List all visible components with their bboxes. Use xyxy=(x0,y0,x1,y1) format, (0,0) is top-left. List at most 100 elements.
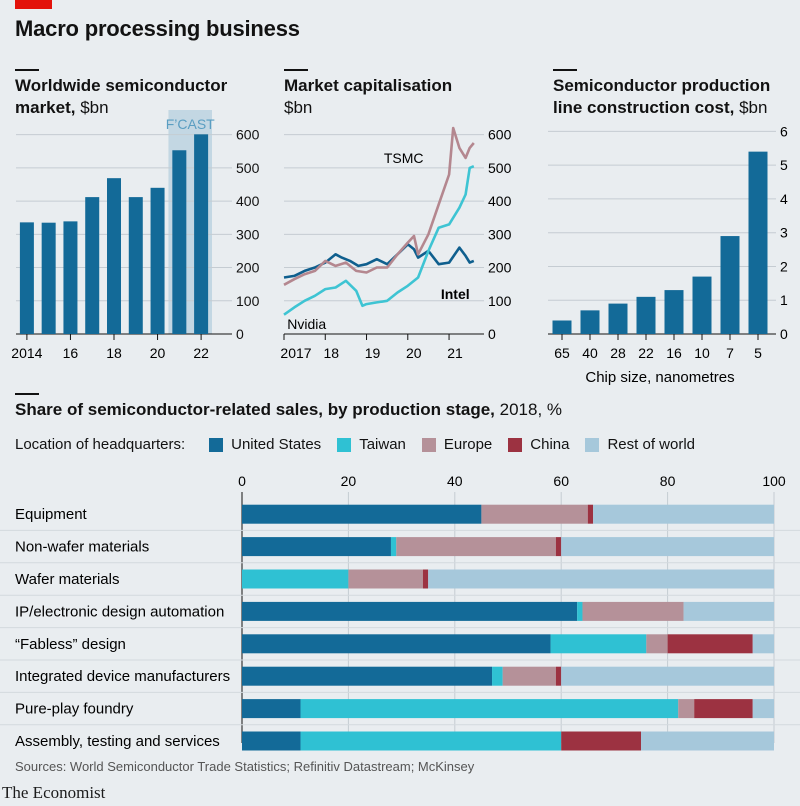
panel3-title: Semiconductor production line constructi… xyxy=(553,76,771,117)
category-label: “Fabless” design xyxy=(15,636,126,653)
y-tick-label: 5 xyxy=(780,157,788,173)
x-tick-label: 18 xyxy=(106,345,122,361)
bar-segment-china xyxy=(667,634,753,654)
y-tick-label: 200 xyxy=(236,260,260,276)
x-tick-label: 22 xyxy=(193,345,209,361)
page-title: Macro processing business xyxy=(15,16,300,41)
bar-segment-rest-of-world xyxy=(683,601,774,621)
y-tick-label: 200 xyxy=(488,260,512,276)
bar-segment-taiwan xyxy=(300,731,562,751)
category-label: Equipment xyxy=(15,506,88,523)
source-note: Sources: World Semiconductor Trade Stati… xyxy=(15,759,475,774)
bar xyxy=(748,151,768,334)
y-tick-label: 1 xyxy=(780,292,788,308)
bar-segment-rest-of-world xyxy=(561,537,774,557)
y-tick-label: 600 xyxy=(236,127,260,143)
y-tick-label: 4 xyxy=(780,191,788,207)
bar-segment-rest-of-world xyxy=(752,634,774,654)
legend-swatch-china xyxy=(508,437,523,452)
x-tick-label: 10 xyxy=(694,345,710,361)
legend-label-rest: Rest of world xyxy=(607,436,696,453)
x-tick-label: 65 xyxy=(554,345,570,361)
x-axis-label: Chip size, nanometres xyxy=(585,369,734,386)
x-tick-label: 20 xyxy=(406,345,422,361)
bar-segment-china xyxy=(422,569,429,589)
series-label-intel: Intel xyxy=(441,286,470,302)
y-tick-label: 6 xyxy=(780,123,788,139)
bar xyxy=(608,303,628,334)
x-tick-label: 2017 xyxy=(280,345,311,361)
bar xyxy=(85,197,100,334)
category-label: Assembly, testing and services xyxy=(15,733,220,750)
legend-item-rest: Rest of world xyxy=(585,436,695,453)
series-line-tsmc xyxy=(283,126,475,286)
bar xyxy=(664,290,684,334)
category-label: Wafer materials xyxy=(15,571,119,588)
bar-segment-europe xyxy=(678,699,695,719)
category-label: Pure-play foundry xyxy=(15,701,134,718)
legend-item-china: China xyxy=(508,436,569,453)
bar-segment-rest-of-world xyxy=(641,731,774,751)
x-tick-label: 100 xyxy=(762,473,786,489)
bar-segment-united-states xyxy=(242,601,578,621)
y-tick-label: 0 xyxy=(488,326,496,342)
bar xyxy=(580,310,600,334)
bar-segment-taiwan xyxy=(577,601,583,621)
bar-segment-china xyxy=(587,504,594,524)
x-tick-label: 80 xyxy=(660,473,676,489)
bar xyxy=(150,187,165,334)
bar-segment-taiwan xyxy=(242,569,349,589)
panel4-title: Share of semiconductor-related sales, by… xyxy=(15,400,563,419)
bar xyxy=(19,222,34,334)
x-tick-label: 21 xyxy=(447,345,463,361)
bar-segment-europe xyxy=(481,504,588,524)
bar-segment-united-states xyxy=(242,504,482,524)
y-tick-label: 2 xyxy=(780,258,788,274)
bar-segment-taiwan xyxy=(390,537,397,557)
bar-segment-united-states xyxy=(242,537,391,557)
panel3-rule xyxy=(553,69,577,71)
bar xyxy=(194,134,209,334)
x-tick-label: 20 xyxy=(341,473,357,489)
panel4-rule xyxy=(15,393,39,395)
bar-segment-china xyxy=(555,537,562,557)
x-tick-label: 16 xyxy=(63,345,79,361)
legend-item-us: United States xyxy=(209,436,321,453)
y-tick-label: 3 xyxy=(780,225,788,241)
x-tick-label: 19 xyxy=(365,345,381,361)
category-label: Non-wafer materials xyxy=(15,539,149,556)
legend-swatch-us xyxy=(209,437,224,452)
bar-segment-europe xyxy=(582,601,684,621)
series-line-nvidia xyxy=(283,164,475,316)
bar xyxy=(552,320,572,334)
bar xyxy=(172,150,187,334)
y-tick-label: 400 xyxy=(236,193,260,209)
x-tick-label: 2014 xyxy=(11,345,42,361)
panel1-title: Worldwide semiconductor market, $bn xyxy=(15,76,228,117)
bar-segment-rest-of-world xyxy=(752,699,774,719)
x-tick-label: 28 xyxy=(610,345,626,361)
bar-segment-rest-of-world xyxy=(428,569,774,589)
economist-logo: The Economist xyxy=(2,783,106,802)
x-tick-label: 60 xyxy=(553,473,569,489)
legend-label-us: United States xyxy=(231,436,322,453)
bar-segment-united-states xyxy=(242,699,301,719)
bar xyxy=(636,296,656,334)
bar-segment-united-states xyxy=(242,666,493,686)
bar-segment-china xyxy=(694,699,753,719)
x-tick-label: 40 xyxy=(582,345,598,361)
bar xyxy=(128,197,143,334)
bar xyxy=(63,221,78,334)
bar-segment-rest-of-world xyxy=(561,666,774,686)
x-tick-label: 16 xyxy=(666,345,682,361)
y-tick-label: 600 xyxy=(488,127,512,143)
construction-cost-chart: 0 1 2 3 4 5 6 65 40 28 22 16 10 7 5 Chip size, nanometr… xyxy=(548,123,788,386)
bar xyxy=(692,276,712,334)
y-tick-label: 100 xyxy=(488,293,512,309)
x-tick-label: 7 xyxy=(726,345,734,361)
bar xyxy=(107,178,121,334)
y-tick-label: 500 xyxy=(488,160,512,176)
legend-swatch-taiwan xyxy=(337,437,352,452)
y-tick-label: 500 xyxy=(236,160,260,176)
bar-segment-europe xyxy=(646,634,668,654)
